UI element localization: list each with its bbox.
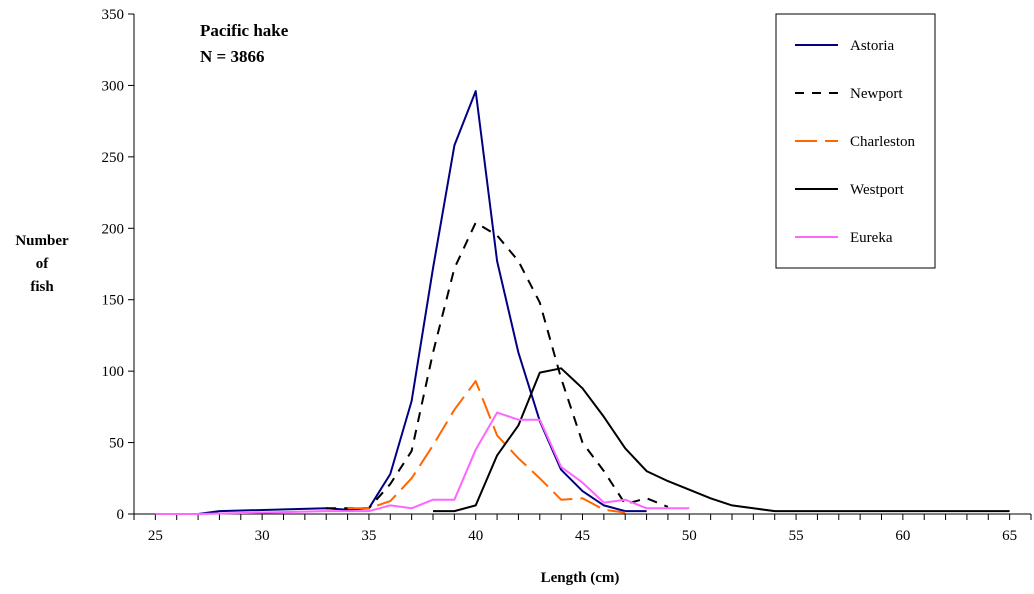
- y-tick-label: 200: [102, 221, 125, 237]
- x-tick-label: 60: [895, 528, 910, 544]
- chart-annotation: Pacific hake N = 3866: [200, 21, 289, 66]
- x-tick-label: 40: [468, 528, 483, 544]
- y-tick-label: 100: [102, 364, 125, 380]
- x-tick-label: 30: [255, 528, 270, 544]
- legend: Astoria Newport Charleston Westport Eureka: [775, 13, 936, 269]
- legend-label-newport: Newport: [850, 86, 903, 102]
- x-tick-label: 45: [575, 528, 590, 544]
- legend-label-astoria: Astoria: [850, 38, 895, 54]
- annotation-line-2: N = 3866: [200, 47, 264, 66]
- x-tick-label: 50: [682, 528, 697, 544]
- y-tick-label: 150: [102, 293, 125, 309]
- y-tick-label: 0: [117, 507, 125, 523]
- y-axis-title-line-1: Number: [15, 233, 69, 249]
- series-lines: [155, 90, 1010, 515]
- axes: 0 50 100 150 200 250 300 350 25 30 35 40 45 50 55 60 65: [102, 7, 1032, 544]
- y-tick-label: 250: [102, 150, 125, 166]
- series-line-westport: [433, 367, 1010, 513]
- y-axis-title-line-2: of: [36, 256, 50, 272]
- y-tick-label: 300: [102, 78, 125, 94]
- legend-label-eureka: Eureka: [850, 230, 893, 246]
- y-tick-label: 350: [102, 7, 125, 23]
- x-tick-label: 55: [789, 528, 804, 544]
- y-tick-label: 50: [109, 436, 124, 452]
- legend-label-charleston: Charleston: [850, 134, 915, 150]
- series-line-eureka: [155, 411, 690, 515]
- series-line-charleston: [347, 380, 626, 514]
- y-axis-title: Number of fish: [15, 233, 69, 295]
- annotation-line-1: Pacific hake: [200, 21, 289, 40]
- x-axis-title: Length (cm): [541, 570, 620, 586]
- y-axis-title-line-3: fish: [30, 279, 54, 295]
- x-tick-label: 65: [1002, 528, 1017, 544]
- series-line-astoria: [155, 90, 647, 515]
- x-tick-label: 35: [361, 528, 376, 544]
- x-tick-label: 25: [148, 528, 163, 544]
- series-line-newport: [326, 221, 669, 510]
- legend-label-westport: Westport: [850, 182, 905, 198]
